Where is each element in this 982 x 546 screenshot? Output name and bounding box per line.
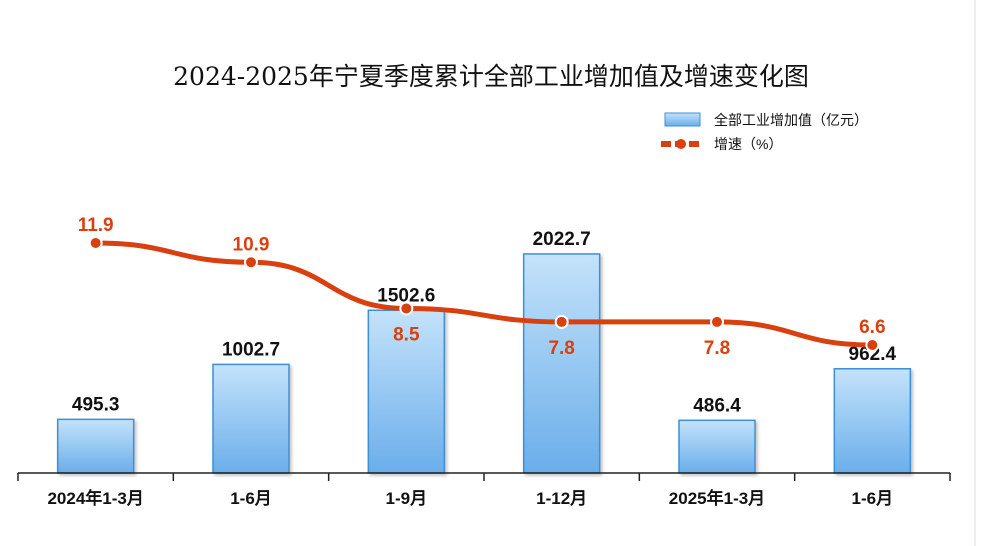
line-point bbox=[865, 338, 880, 353]
legend-bar-swatch bbox=[664, 112, 701, 127]
bar-value-label: 1502.6 bbox=[377, 285, 435, 306]
bar bbox=[367, 309, 446, 474]
legend-bar-label: 全部工业增加值（亿元） bbox=[714, 112, 868, 128]
line-value-label: 7.8 bbox=[548, 338, 574, 359]
line-value-label: 10.9 bbox=[233, 234, 270, 255]
bar bbox=[522, 253, 601, 474]
x-tick-label: 1-6月 bbox=[852, 489, 894, 508]
bar-value-label: 2022.7 bbox=[533, 229, 591, 250]
legend: 全部工业增加值（亿元） 增速（%） bbox=[661, 112, 868, 152]
bar bbox=[56, 418, 135, 474]
growth-line bbox=[95, 240, 873, 348]
bar-value-label: 495.3 bbox=[72, 394, 120, 415]
legend-line-marker bbox=[676, 139, 686, 149]
x-tick-label: 1-9月 bbox=[386, 489, 428, 508]
line-value-label: 8.5 bbox=[393, 324, 420, 345]
line-value-label: 7.8 bbox=[704, 338, 730, 359]
x-tick-label: 1-6月 bbox=[230, 489, 272, 508]
line-point bbox=[88, 236, 103, 250]
line-point bbox=[554, 314, 569, 329]
bar bbox=[678, 419, 756, 474]
line-point bbox=[399, 301, 414, 316]
line-point bbox=[710, 314, 724, 329]
bar-value-label: 486.4 bbox=[693, 395, 741, 416]
bar-value-label: 962.4 bbox=[849, 344, 897, 365]
bar bbox=[212, 363, 290, 474]
line-point bbox=[244, 255, 258, 270]
legend-line-label: 增速（%） bbox=[714, 136, 782, 152]
x-tick-label: 2025年1-3月 bbox=[669, 488, 765, 508]
line-value-label: 11.9 bbox=[78, 215, 114, 236]
bar-value-label: 1002.7 bbox=[222, 339, 280, 360]
x-tick-label: 1-12月 bbox=[536, 489, 587, 508]
bar bbox=[833, 368, 912, 474]
chart-title: 2024-2025年宁夏季度累计全部工业增加值及增速变化图 bbox=[173, 62, 809, 91]
x-tick-label: 2024年1-3月 bbox=[47, 488, 143, 508]
line-value-label: 6.6 bbox=[859, 317, 885, 338]
